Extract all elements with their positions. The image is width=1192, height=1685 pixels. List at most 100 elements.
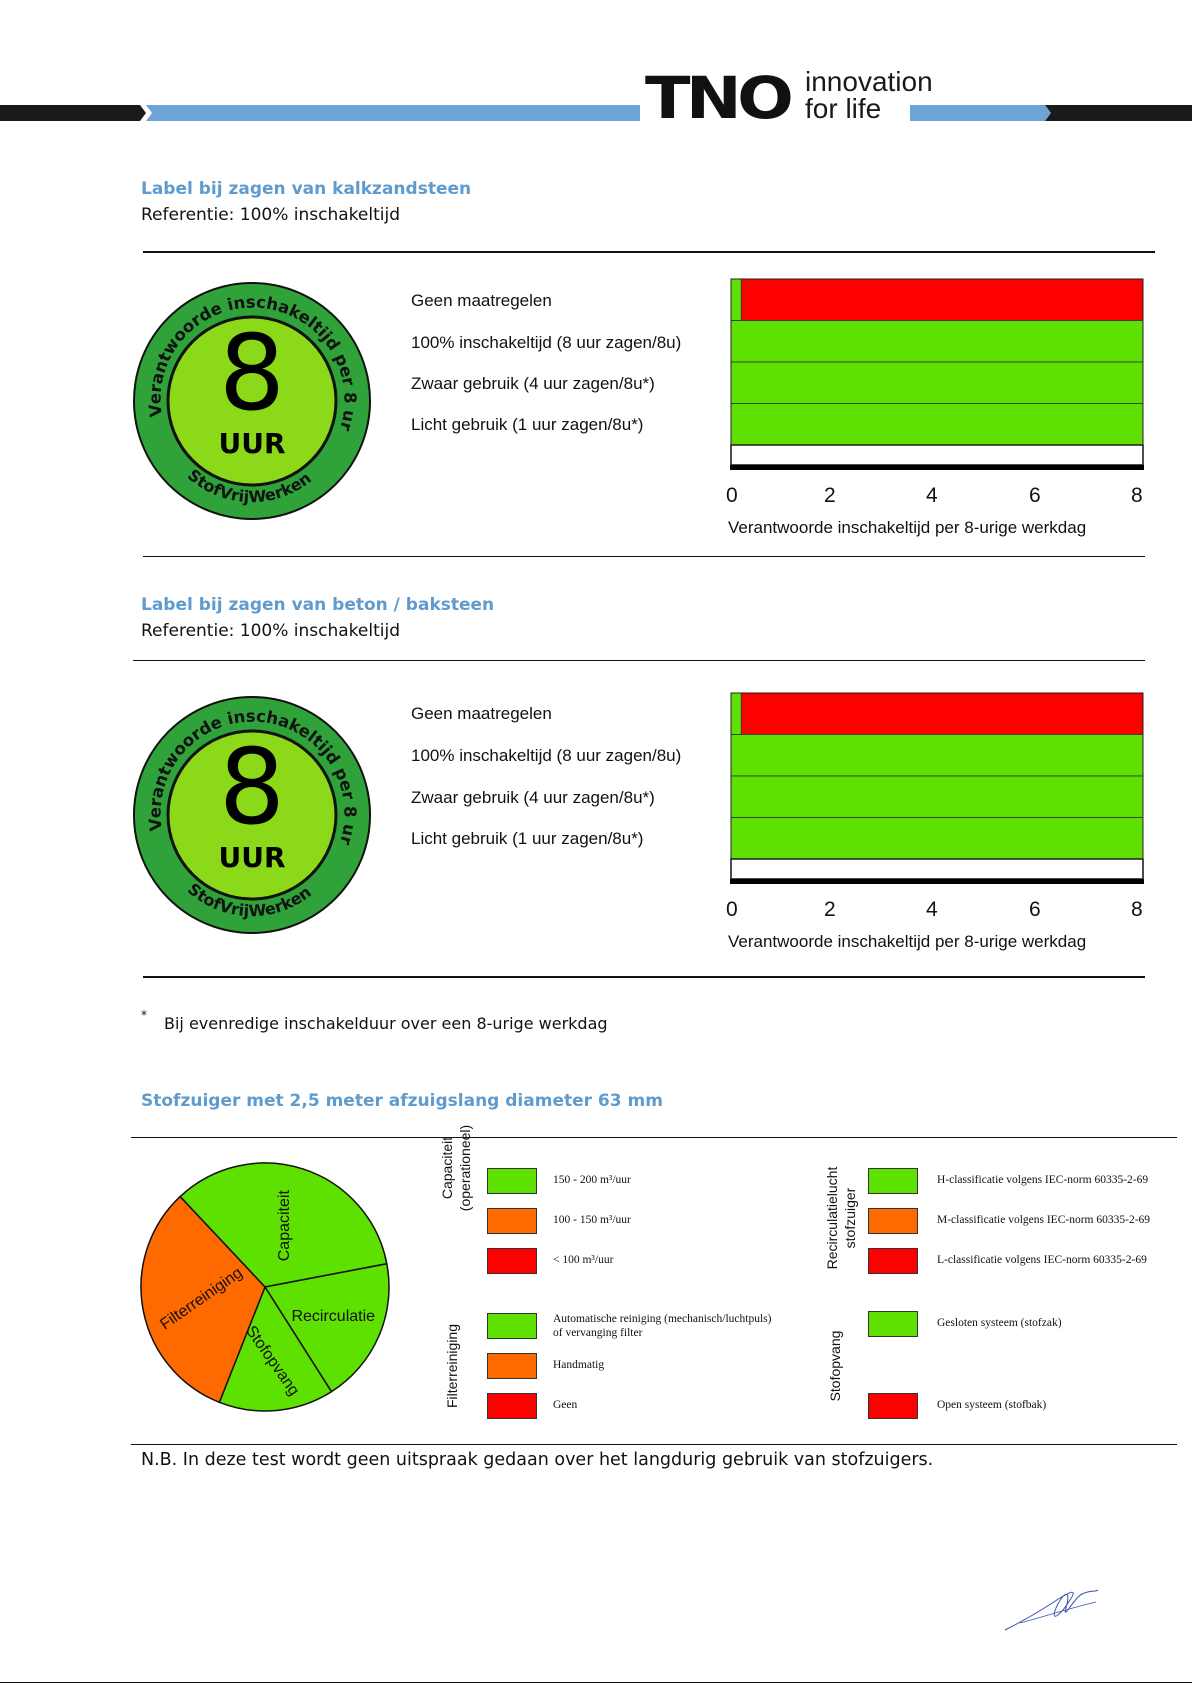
legend-axis-line1: Capaciteit [439, 1136, 455, 1200]
legend-swatch [487, 1393, 537, 1419]
legend-axis-line1: Recirculatielucht [824, 1166, 840, 1270]
x-tick: 8 [1131, 898, 1143, 921]
pie-slice [263, 1262, 390, 1393]
bar-segment [740, 278, 1144, 321]
x-tick: 4 [926, 484, 938, 507]
bar-segment [740, 692, 1144, 735]
pie-label: Recirculatie [291, 1308, 375, 1325]
legend-swatch [868, 1311, 918, 1337]
header-stripes [0, 105, 1192, 121]
bar-segment [730, 320, 1144, 363]
legend-swatch [487, 1248, 537, 1274]
x-tick: 4 [926, 898, 938, 921]
badge-unit: UUR [218, 427, 285, 460]
x-tick: 6 [1029, 898, 1041, 921]
divider [143, 976, 1145, 978]
legend-axis-line1: Stofopvang [827, 1330, 843, 1402]
bar-segment [730, 403, 1144, 446]
tagline-line1: innovation [805, 66, 933, 97]
legend-swatch [487, 1353, 537, 1379]
legend-text: M-classificatie volgens IEC-norm 60335-2… [937, 1214, 1151, 1226]
stofvrij-badge: Verantwoorde inschakeltijd per 8 urige w… [121, 680, 375, 935]
section2-title: Label bij zagen van beton / baksteen [141, 595, 495, 615]
header-band: TNO innovation for life [0, 60, 1192, 130]
empty-row [730, 444, 1144, 466]
section1-title: Label bij zagen van kalkzandsteen [141, 179, 472, 199]
legend-axis-label: Filterreiniging [443, 1316, 461, 1416]
bar-chart-beton [730, 692, 1144, 884]
legend-swatch [868, 1208, 918, 1234]
row-label: Zwaar gebruik (4 uur zagen/8u*) [411, 788, 655, 807]
signature [1004, 1589, 1099, 1631]
pie-slice [218, 1285, 333, 1412]
legend-text: 100 - 150 m³/uur [553, 1214, 631, 1226]
legend-text: Gesloten systeem (stofzak) [937, 1317, 1062, 1329]
divider [143, 556, 1145, 557]
legend-axis-line2: stofzuiger [842, 1187, 858, 1249]
legend-swatch [868, 1393, 918, 1419]
badge-number: 8 [219, 726, 285, 848]
x-axis-label: Verantwoorde inschakeltijd per 8-urige w… [728, 932, 1087, 951]
legend-text: Automatische reiniging (mechanisch/lucht… [553, 1312, 771, 1340]
row-label: Zwaar gebruik (4 uur zagen/8u*) [411, 374, 655, 393]
section1-reference: Referentie: 100% inschakeltijd [141, 205, 401, 225]
bar-chart-kalkzandsteen [730, 278, 1144, 470]
divider [131, 1444, 1177, 1445]
badge-unit: UUR [218, 841, 285, 874]
x-tick: 8 [1131, 484, 1143, 507]
x-axis-line [730, 465, 1144, 470]
row-label: 100% inschakeltijd (8 uur zagen/8u) [411, 333, 682, 352]
legend-axis-label: Capaciteit (operationeel) [438, 1098, 474, 1238]
note-text: N.B. In deze test wordt geen uitspraak g… [141, 1450, 934, 1470]
x-tick: 2 [824, 484, 836, 507]
x-axis-line [730, 879, 1144, 884]
bar-segment [730, 817, 1144, 860]
row-label: Licht gebruik (1 uur zagen/8u*) [411, 829, 644, 848]
divider [131, 1137, 1177, 1138]
badge-number: 8 [219, 312, 285, 434]
legend-text: H-classificatie volgens IEC-norm 60335-2… [937, 1174, 1149, 1186]
legend-text: Open systeem (stofbak) [937, 1399, 1047, 1411]
legend-text: Geen [553, 1399, 578, 1411]
legend-text-line1: Automatische reiniging (mechanisch/lucht… [553, 1313, 772, 1325]
tno-logo: TNO [645, 64, 794, 132]
tagline: innovation for life [805, 66, 933, 124]
bar-segment [730, 278, 742, 321]
divider [133, 660, 1145, 661]
footnote-text: Bij evenredige inschakelduur over een 8-… [164, 1014, 608, 1033]
legend-text: 150 - 200 m³/uur [553, 1174, 631, 1186]
x-axis-label: Verantwoorde inschakeltijd per 8-urige w… [728, 518, 1087, 537]
legend-swatch [868, 1168, 918, 1194]
row-label: Geen maatregelen [411, 291, 552, 310]
x-tick: 0 [726, 484, 738, 507]
bar-segment [730, 775, 1144, 818]
legend-swatch [487, 1168, 537, 1194]
bar-segment [730, 734, 1144, 777]
legend-text: L-classificatie volgens IEC-norm 60335-2… [937, 1254, 1147, 1266]
plot-frame [730, 692, 1144, 860]
legend-swatch [868, 1248, 918, 1274]
legend-swatch [487, 1313, 537, 1339]
empty-row [730, 858, 1144, 880]
section2-reference: Referentie: 100% inschakeltijd [141, 621, 401, 641]
legend-text-line2: of vervanging filter [553, 1327, 643, 1339]
divider [143, 251, 1155, 253]
legend-text: < 100 m³/uur [553, 1254, 614, 1266]
row-label: Licht gebruik (1 uur zagen/8u*) [411, 415, 644, 434]
x-tick: 2 [824, 898, 836, 921]
bar-segment [730, 361, 1144, 404]
footnote-marker: * [141, 1008, 147, 1022]
legend-axis-label: Stofopvang [826, 1326, 844, 1406]
legend-axis-line2: (operationeel) [457, 1124, 473, 1212]
pie-slice [179, 1162, 388, 1288]
legend-axis-label: Recirculatielucht stofzuiger [823, 1158, 859, 1278]
row-label: 100% inschakeltijd (8 uur zagen/8u) [411, 746, 682, 765]
pie-label: Capaciteit [276, 1190, 293, 1262]
tagline-line2: for life [805, 93, 882, 124]
stofvrij-badge: Verantwoorde inschakeltijd per 8 urige w… [121, 266, 375, 521]
pie-slice [140, 1195, 266, 1404]
legend-swatch [487, 1208, 537, 1234]
page-bottom-line [0, 1682, 1192, 1683]
bar-segment [730, 692, 742, 735]
pie-chart: CapaciteitRecirculatieStofopvangFilterre… [140, 1162, 390, 1412]
